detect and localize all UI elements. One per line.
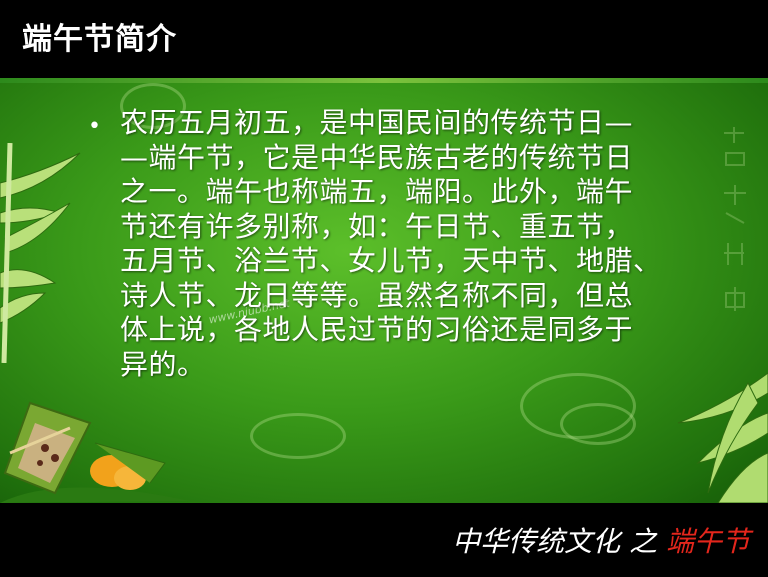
cloud-swirl-decoration [560, 403, 636, 445]
body-line: 农历五月初五，是中国民间的传统节日— [120, 106, 634, 139]
footer-bar: 中华传统文化 之 端午节 [0, 503, 768, 577]
body-line: 体上说，各地人民过节的习俗还是同多于 [120, 313, 634, 346]
slide-title: 端午节简介 [22, 22, 177, 57]
calligraphy-decoration [724, 127, 746, 311]
footer-caption-accent: 端午节 [665, 525, 750, 558]
body-line: 节还有许多别称，如：午日节、重五节， [120, 209, 634, 243]
zongzi-dumpling-icon [0, 401, 190, 503]
body-line: 之一。端午也称端五，端阳。此外，端午 [120, 175, 634, 208]
body-line: 诗人节、龙日等等。虽然名称不同，但总 [120, 278, 634, 312]
bamboo-leaves-icon [0, 143, 81, 363]
cloud-swirl-decoration [120, 83, 186, 129]
cloud-swirl-decoration [250, 413, 346, 459]
title-bar: 端午节简介 [0, 0, 768, 78]
body-line: —端午节，它是中华民族古老的传统节日 [120, 140, 634, 174]
content-area: www.niubb.net [0, 83, 768, 503]
bamboo-leaves-icon [677, 372, 768, 503]
body-line: 异的。 [120, 347, 206, 381]
body-text: 农历五月初五，是中国民间的传统节日— —端午节，它是中华民族古老的传统节日 之一… [120, 106, 740, 382]
bullet-dot-icon: • [88, 114, 101, 139]
footer-caption-main: 中华传统文化 之 [452, 525, 666, 558]
footer-caption: 中华传统文化 之 端午节 [452, 525, 750, 559]
body-line: 五月节、浴兰节、女儿节，天中节、地腊、 [120, 244, 662, 277]
title-divider [0, 78, 768, 83]
